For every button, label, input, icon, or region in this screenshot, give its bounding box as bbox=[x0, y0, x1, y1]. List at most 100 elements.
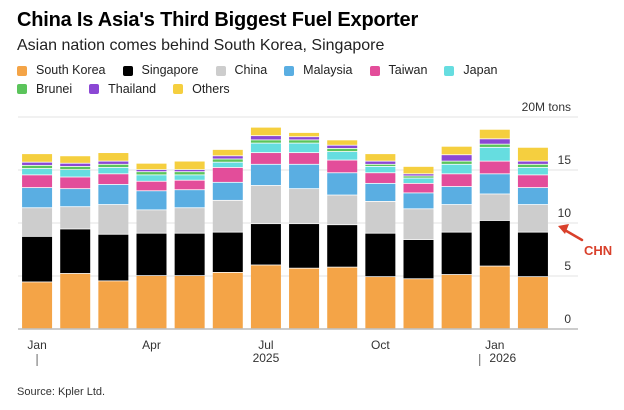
bar-segment-thailand bbox=[289, 137, 320, 140]
bar-segment-thailand bbox=[250, 136, 281, 140]
bar-segment-thailand bbox=[174, 170, 205, 172]
bar-segment-brunei bbox=[479, 144, 510, 147]
x-tick-label: Oct bbox=[371, 338, 390, 352]
bar-segment-china bbox=[174, 208, 205, 233]
x-tick-label: Jan bbox=[27, 338, 46, 352]
bar-segment-brunei bbox=[517, 164, 548, 168]
legend-swatch bbox=[89, 84, 100, 94]
bar-segment-brunei bbox=[60, 166, 91, 170]
bar-segment-thailand bbox=[479, 139, 510, 144]
bar-segment-malaysia bbox=[365, 183, 396, 201]
bar-segment-brunei bbox=[441, 161, 472, 164]
bar-segment-taiwan bbox=[365, 173, 396, 183]
legend-item-singapore: Singapore bbox=[122, 62, 199, 79]
bar-segment-brunei bbox=[327, 148, 358, 152]
bar-segment-singapore bbox=[403, 239, 434, 279]
bar-segment-china bbox=[441, 204, 472, 232]
bar-segment-others bbox=[289, 132, 320, 137]
bar-segment-taiwan bbox=[327, 160, 358, 173]
bar-segment-others bbox=[479, 129, 510, 139]
bar-segment-others bbox=[441, 146, 472, 155]
bar-segment-malaysia bbox=[327, 173, 358, 195]
bar-segment-singapore bbox=[517, 232, 548, 277]
bar-segment-malaysia bbox=[136, 191, 167, 210]
bar-segment-taiwan bbox=[174, 180, 205, 190]
bar-segment-others bbox=[98, 153, 129, 161]
bar-segment-others bbox=[22, 154, 53, 162]
bar-segment-singapore bbox=[479, 220, 510, 266]
bar-segment-singapore bbox=[289, 224, 320, 268]
legend-item-others: Others bbox=[173, 81, 230, 98]
x-tick-label: Jul bbox=[258, 338, 273, 352]
bar-segment-malaysia bbox=[517, 188, 548, 205]
bar-stack-13 bbox=[479, 129, 510, 329]
bar-segment-brunei bbox=[289, 140, 320, 143]
bar-segment-malaysia bbox=[289, 164, 320, 189]
bar-segment-others bbox=[212, 149, 243, 156]
bar-segment-others bbox=[517, 147, 548, 161]
legend: South Korea Singapore China Malaysia Taiwan J… bbox=[17, 62, 577, 99]
source-note: Source: Kpler Ltd. bbox=[17, 386, 106, 398]
bar-segment-others bbox=[60, 156, 91, 163]
bar-segment-south-korea bbox=[98, 281, 129, 329]
legend-item-malaysia: Malaysia bbox=[284, 62, 353, 79]
bar-segment-malaysia bbox=[250, 164, 281, 186]
bar-stack-8 bbox=[289, 132, 320, 329]
bar-stack-14 bbox=[517, 147, 548, 329]
bar-segment-taiwan bbox=[479, 161, 510, 174]
bar-segment-thailand bbox=[441, 155, 472, 161]
bar-segment-china bbox=[517, 204, 548, 232]
bar-segment-south-korea bbox=[22, 282, 53, 329]
bar-segment-thailand bbox=[212, 156, 243, 159]
bar-segment-south-korea bbox=[441, 274, 472, 329]
bar-stack-5 bbox=[174, 161, 205, 329]
bar-segment-singapore bbox=[212, 232, 243, 273]
bar-segment-south-korea bbox=[365, 277, 396, 329]
bar-segment-malaysia bbox=[60, 189, 91, 207]
bar-segment-japan bbox=[22, 168, 53, 175]
bar-segment-taiwan bbox=[60, 177, 91, 189]
bar-segment-singapore bbox=[22, 236, 53, 282]
legend-item-china: China bbox=[215, 62, 268, 79]
legend-item-south-korea: South Korea bbox=[17, 62, 106, 79]
bar-segment-japan bbox=[327, 151, 358, 160]
y-tick-label: 0 bbox=[564, 312, 571, 326]
bar-segment-china bbox=[289, 189, 320, 224]
bar-segment-thailand bbox=[60, 163, 91, 167]
bar-segment-others bbox=[365, 154, 396, 161]
legend-item-taiwan: Taiwan bbox=[369, 62, 427, 79]
bar-segment-singapore bbox=[327, 225, 358, 267]
bar-segment-taiwan bbox=[441, 174, 472, 187]
bar-segment-taiwan bbox=[517, 175, 548, 188]
legend-label: Thailand bbox=[108, 81, 157, 96]
bar-segment-south-korea bbox=[174, 276, 205, 329]
bar-segment-south-korea bbox=[136, 276, 167, 329]
bar-segment-china bbox=[479, 194, 510, 221]
china-annotation-label: CHN bbox=[584, 243, 613, 258]
bar-stack-7 bbox=[250, 127, 281, 329]
bar-stack-2 bbox=[60, 156, 91, 329]
bar-segment-singapore bbox=[365, 233, 396, 277]
bar-segment-thailand bbox=[136, 170, 167, 172]
bar-segment-malaysia bbox=[22, 188, 53, 208]
bar-segment-others bbox=[403, 166, 434, 174]
bar-segment-japan bbox=[441, 164, 472, 174]
bar-segment-brunei bbox=[250, 140, 281, 143]
legend-item-brunei: Brunei bbox=[17, 81, 72, 98]
y-tick-label: 5 bbox=[564, 259, 571, 273]
bar-segment-singapore bbox=[250, 224, 281, 265]
bar-segment-japan bbox=[136, 175, 167, 181]
bar-segment-taiwan bbox=[212, 167, 243, 182]
bar-stack-6 bbox=[212, 149, 243, 329]
bar-segment-taiwan bbox=[136, 181, 167, 191]
bar-segment-others bbox=[136, 163, 167, 170]
bar-segment-japan bbox=[174, 175, 205, 180]
y-tick-label: 15 bbox=[558, 153, 572, 167]
bar-segment-brunei bbox=[403, 176, 434, 178]
bar-segment-south-korea bbox=[60, 273, 91, 329]
bar-segment-china bbox=[136, 210, 167, 233]
bar-segment-japan bbox=[212, 162, 243, 168]
bar-segment-south-korea bbox=[212, 272, 243, 329]
legend-label: China bbox=[234, 63, 268, 77]
